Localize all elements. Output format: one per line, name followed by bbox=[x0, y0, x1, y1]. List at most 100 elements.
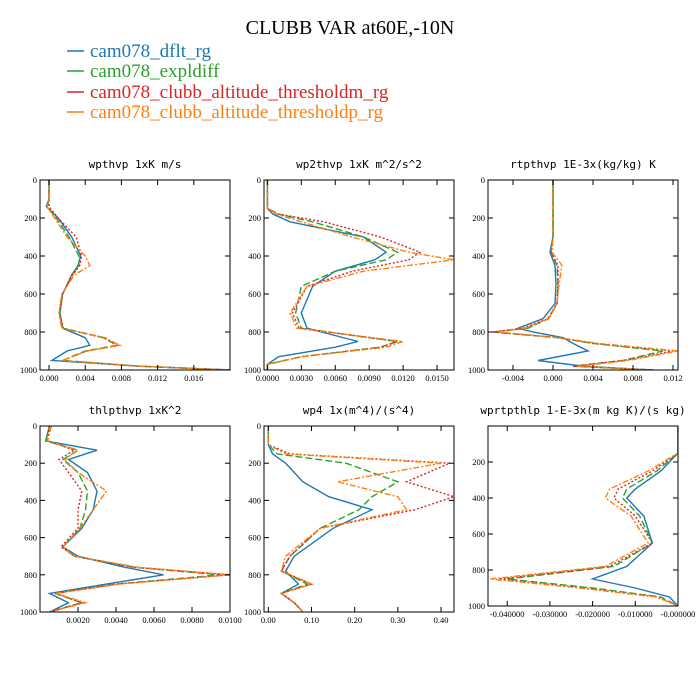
legend-label-thresholdp: cam078_clubb_altitude_thresholdp_rg bbox=[90, 102, 384, 123]
x-tick-label: -0.010000 bbox=[618, 609, 653, 619]
chart-panel-4: thlpthvp 1xK^2 0.0020 0.0040 0.0060 0.0080 0.… bbox=[20, 404, 242, 625]
y-tick-label: 800 bbox=[24, 327, 37, 337]
y-tick-label: 400 bbox=[472, 493, 485, 503]
series-line bbox=[266, 180, 388, 370]
x-tick-label: 0.000 bbox=[39, 373, 58, 383]
series-line bbox=[490, 426, 678, 606]
series-line bbox=[266, 180, 399, 370]
y-tick-label: 400 bbox=[248, 495, 261, 505]
x-tick-label: 0.0020 bbox=[66, 615, 89, 625]
plot-frame bbox=[39, 179, 231, 371]
x-tick-label: 0.000 bbox=[543, 373, 562, 383]
x-tick-label: 0.00 bbox=[261, 615, 276, 625]
legend-item: cam078_clubb_altitude_thresholdm_rg bbox=[67, 82, 389, 103]
series-line bbox=[267, 426, 442, 612]
y-tick-label: 800 bbox=[248, 570, 261, 580]
y-tick-label: 1000 bbox=[468, 601, 485, 611]
series-line bbox=[267, 426, 374, 612]
y-tick-label: 1000 bbox=[20, 607, 37, 617]
y-tick-label: 400 bbox=[472, 251, 485, 261]
series-group bbox=[44, 426, 230, 612]
series-line bbox=[45, 180, 230, 370]
series-group bbox=[45, 180, 230, 370]
y-tick-label: 0 bbox=[33, 175, 37, 185]
x-tick-label: 0.0080 bbox=[180, 615, 203, 625]
y-tick-label: 400 bbox=[248, 251, 261, 261]
plot-frame bbox=[487, 179, 679, 371]
y-tick-label: 200 bbox=[248, 458, 261, 468]
series-group bbox=[490, 426, 678, 606]
panel-title: wp4 1x(m^4)/(s^4) bbox=[303, 404, 416, 417]
y-tick-label: 800 bbox=[472, 565, 485, 575]
chart-panel-2: wp2thvp 1xK m^2/s^2 0.0000 0.0030 0.0060 0.0… bbox=[244, 158, 455, 383]
legend-item: cam078_dflt_rg bbox=[67, 41, 212, 62]
y-tick-label: 1000 bbox=[244, 365, 261, 375]
x-tick-label: 0.004 bbox=[583, 373, 603, 383]
series-line bbox=[44, 426, 164, 612]
y-tick-label: 0 bbox=[33, 421, 37, 431]
y-tick-label: 600 bbox=[472, 289, 485, 299]
series-line bbox=[497, 180, 678, 370]
x-tick-label: 0.008 bbox=[112, 373, 131, 383]
y-tick-label: 400 bbox=[24, 495, 37, 505]
x-tick-label: 0.0150 bbox=[425, 373, 448, 383]
legend-item: cam078_expldiff bbox=[67, 61, 220, 82]
series-line bbox=[492, 180, 664, 370]
y-tick-label: 0 bbox=[257, 421, 261, 431]
x-tick-label: 0.20 bbox=[347, 615, 362, 625]
y-tick-label: 600 bbox=[472, 529, 485, 539]
chart-panel-5: wp4 1x(m^4)/(s^4) 0.00 0.10 0.20 0.30 0.40 0 20… bbox=[244, 404, 455, 625]
y-tick-label: 0 bbox=[481, 175, 485, 185]
legend-label-thresholdm: cam078_clubb_altitude_thresholdm_rg bbox=[90, 82, 389, 103]
panel-title: wprtpthlp 1-E-3x(m kg K)/(s kg) bbox=[480, 404, 685, 417]
panel-title: wp2thvp 1xK m^2/s^2 bbox=[296, 158, 422, 171]
x-tick-label: 0.0040 bbox=[104, 615, 127, 625]
y-tick-label: 800 bbox=[24, 570, 37, 580]
panel-title: thlpthvp 1xK^2 bbox=[89, 404, 182, 417]
series-line bbox=[507, 426, 678, 606]
series-line bbox=[590, 426, 678, 606]
y-tick-label: 600 bbox=[24, 289, 37, 299]
series-group bbox=[267, 426, 454, 612]
series-group bbox=[266, 180, 454, 370]
x-tick-label: 0.012 bbox=[663, 373, 682, 383]
x-tick-label: -0.030000 bbox=[533, 609, 568, 619]
x-tick-label: 0.0060 bbox=[324, 373, 347, 383]
series-line bbox=[46, 426, 230, 612]
y-tick-label: 600 bbox=[248, 289, 261, 299]
panel-title: rtpthvp 1E-3x(kg/kg) K bbox=[510, 158, 656, 171]
y-tick-label: 200 bbox=[472, 213, 485, 223]
x-tick-label: 0.0120 bbox=[391, 373, 414, 383]
y-tick-label: 200 bbox=[248, 213, 261, 223]
figure-title: CLUBB VAR at60E,-10N bbox=[246, 17, 455, 39]
x-tick-label: -0.020000 bbox=[575, 609, 610, 619]
x-tick-label: -0.004 bbox=[502, 373, 525, 383]
y-tick-label: 800 bbox=[472, 327, 485, 337]
y-tick-label: 200 bbox=[24, 213, 37, 223]
x-tick-label: 0.30 bbox=[390, 615, 405, 625]
x-tick-label: 0.008 bbox=[623, 373, 642, 383]
y-tick-label: 1000 bbox=[468, 365, 485, 375]
series-line bbox=[498, 426, 678, 606]
x-tick-label: 0.016 bbox=[184, 373, 203, 383]
x-tick-label: 0.0030 bbox=[290, 373, 313, 383]
y-tick-label: 1000 bbox=[20, 365, 37, 375]
x-tick-label: 0.0100 bbox=[218, 615, 241, 625]
chart-panel-6: wprtpthlp 1-E-3x(m kg K)/(s kg) -0.040000… bbox=[468, 404, 695, 619]
series-line bbox=[266, 180, 454, 370]
plot-frame bbox=[263, 179, 455, 371]
plot-frame bbox=[487, 425, 679, 607]
y-tick-label: 600 bbox=[248, 533, 261, 543]
series-line bbox=[46, 180, 230, 370]
series-line bbox=[46, 426, 230, 612]
x-tick-label: 0.10 bbox=[304, 615, 319, 625]
chart-panel-1: wpthvp 1xK m/s 0.000 0.004 0.008 0.012 0.016 0… bbox=[20, 158, 231, 383]
chart-panel-3: rtpthvp 1E-3x(kg/kg) K -0.004 0.000 0.004 0.… bbox=[468, 158, 683, 383]
x-tick-label: -0.000000 bbox=[661, 609, 696, 619]
series-group bbox=[492, 180, 678, 370]
x-tick-label: 0.0060 bbox=[142, 615, 165, 625]
y-tick-label: 200 bbox=[472, 457, 485, 467]
x-tick-label: 0.004 bbox=[76, 373, 96, 383]
series-line bbox=[266, 180, 422, 370]
